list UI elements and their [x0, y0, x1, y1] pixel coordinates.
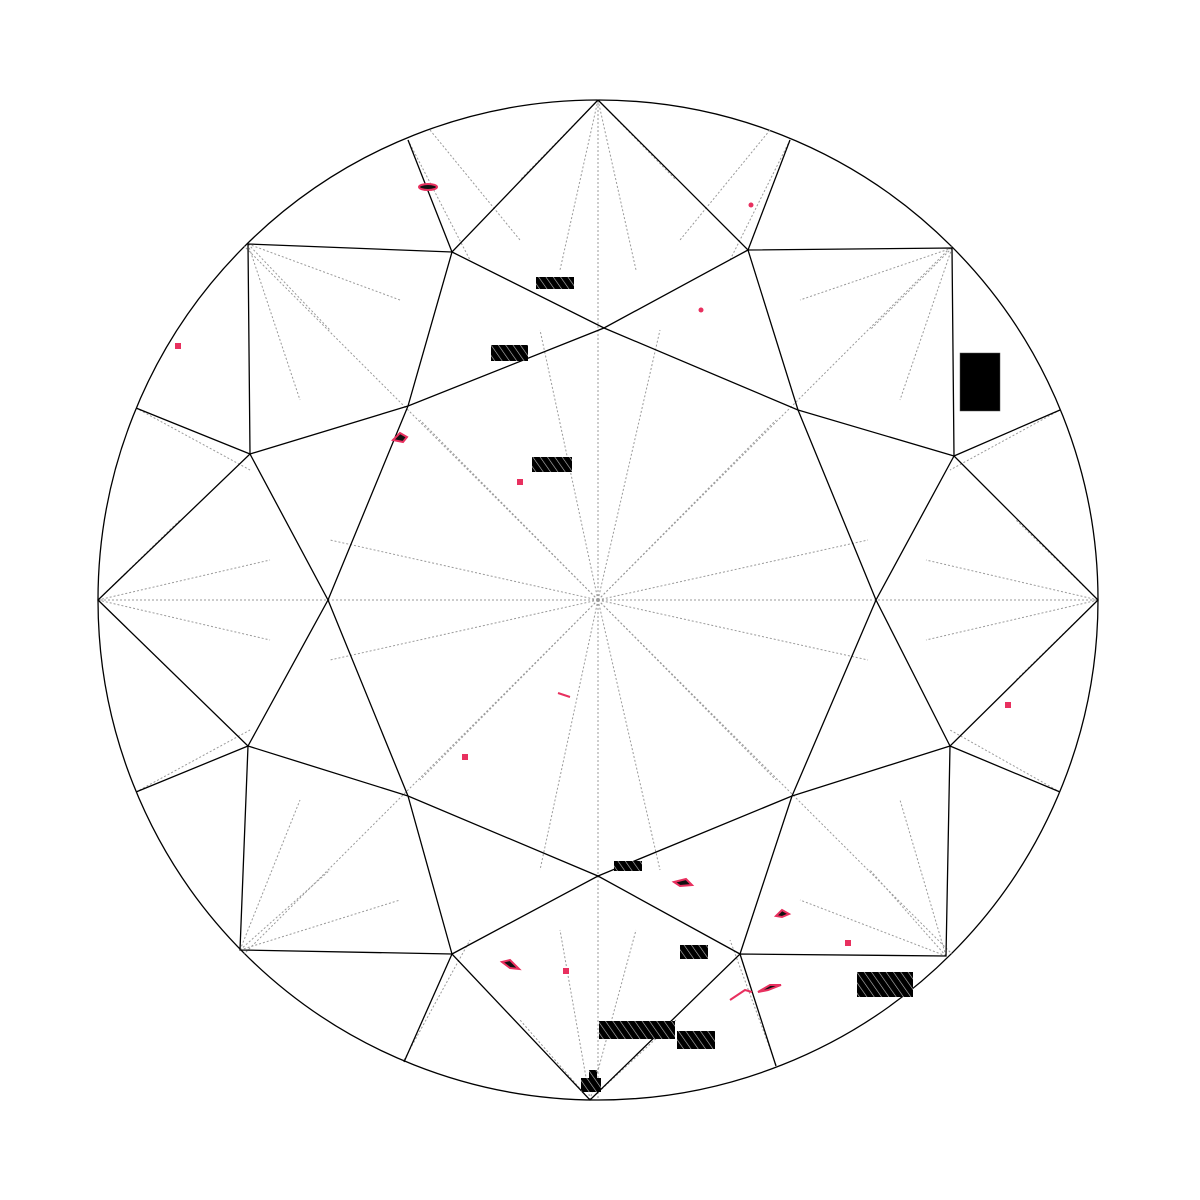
cloud-icon: [581, 1078, 601, 1092]
cloud-icon: [614, 861, 642, 871]
cloud-icon: [959, 352, 1001, 412]
cloud-icon: [677, 1031, 715, 1049]
pinpoint-inclusions: [175, 202, 1011, 974]
crown-facets: [97, 99, 1099, 1101]
cloud-icon: [857, 972, 913, 997]
crystal-icon: [671, 877, 695, 888]
pinpoint-icon: [563, 968, 569, 974]
pinpoint-icon: [698, 307, 704, 313]
crystal-icon: [773, 908, 792, 919]
cloud-icon: [536, 277, 574, 289]
pinpoint-icon: [517, 479, 523, 485]
crystal-icon: [499, 958, 522, 971]
cloud-inclusions: [491, 277, 1001, 1092]
cloud-icon: [680, 945, 708, 959]
cloud-icon: [491, 345, 528, 361]
crystal-icon: [729, 988, 753, 1001]
cloud-icon: [532, 457, 572, 472]
pinpoint-icon: [462, 754, 468, 760]
cloud-icon: [589, 1070, 597, 1078]
crystal-icon: [418, 183, 438, 191]
crystal-icon: [757, 984, 782, 993]
crystal-inclusions: [390, 183, 792, 1001]
pinpoint-icon: [845, 940, 851, 946]
cloud-icon: [599, 1021, 675, 1039]
pinpoint-icon: [1005, 702, 1011, 708]
pinpoint-icon: [175, 343, 181, 349]
crystal-icon: [390, 431, 409, 444]
pinpoint-icon: [748, 202, 754, 208]
crystal-icon: [557, 692, 571, 698]
